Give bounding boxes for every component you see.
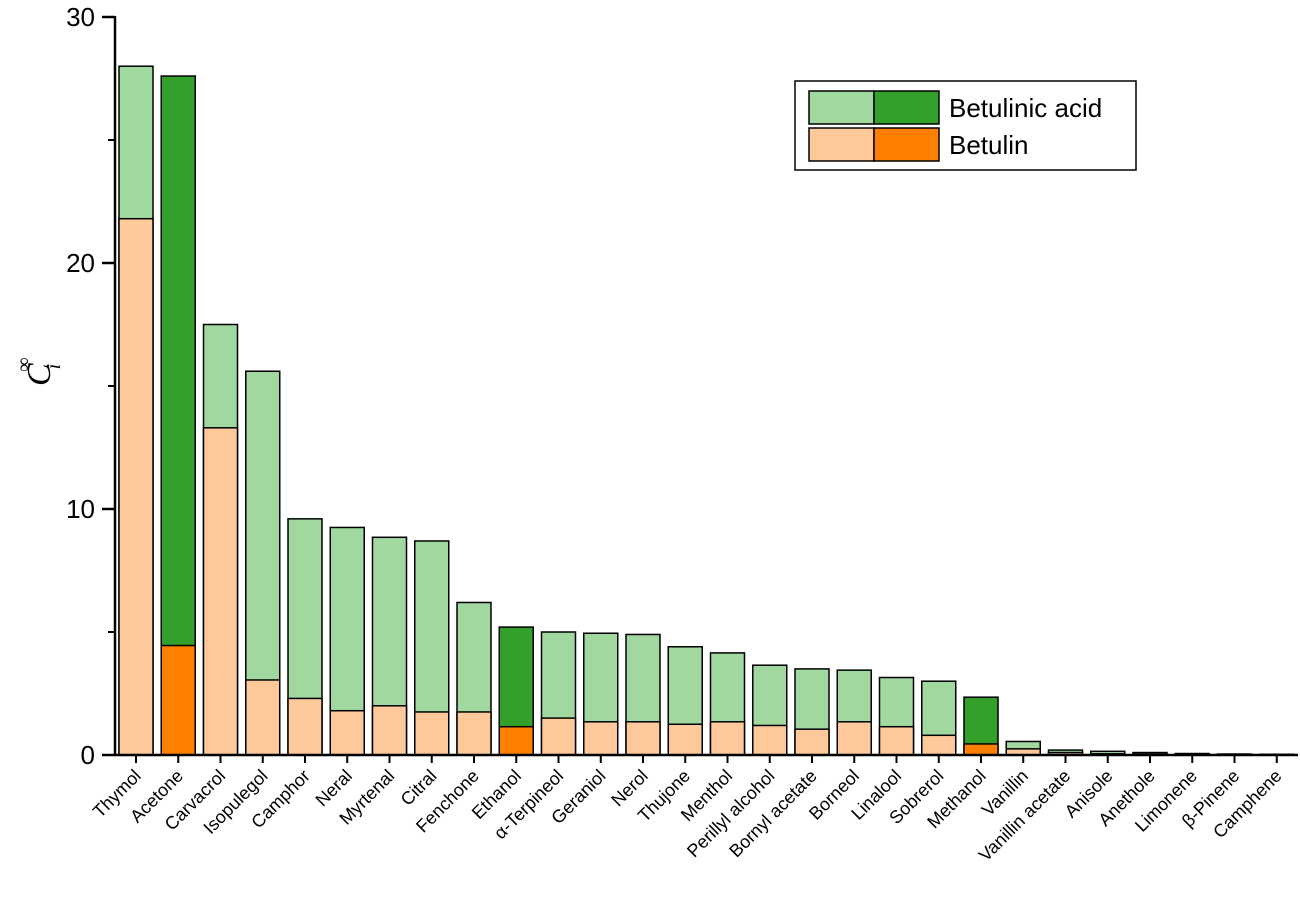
y-tick-label-10: 10: [66, 494, 95, 524]
legend-label-betulin: Betulin: [949, 130, 1029, 160]
bar-betulin-thymol: [118, 217, 154, 756]
bar-betulin-camphor: [287, 697, 323, 756]
category-labels-group: ThymolAcetoneCarvacrolIsopulegolCamphorN…: [89, 755, 1286, 865]
y-axis-label-main: C: [21, 363, 58, 386]
y-tick-label-20: 20: [66, 248, 95, 278]
legend-swatch-betulin-dark: [873, 127, 940, 162]
legend-swatch-betulinic-acid-light: [808, 90, 875, 125]
y-axis-label-subscript: i: [43, 364, 65, 370]
bar-betulin-sobrerol: [921, 734, 957, 756]
bar-betulin-ethanol: [498, 725, 534, 756]
legend-label-betulinic-acid: Betulinic acid: [949, 93, 1102, 123]
bar-betulin-thujone: [667, 723, 703, 756]
legend-swatch-betulinic-acid-dark: [873, 90, 940, 125]
bar-betulin-borneol: [836, 721, 872, 756]
bar-betulin-myrtenal: [371, 705, 408, 756]
bar-betulin-menthol: [709, 721, 746, 756]
bar-betulin-acetone: [160, 644, 196, 756]
bar-betulin-neral: [329, 709, 365, 756]
legend: Betulinic acid Betulin: [794, 80, 1137, 171]
bar-betulin-fenchone: [456, 711, 492, 756]
y-tick-label-0: 0: [81, 740, 95, 770]
bar-betulin-methanol: [963, 743, 999, 756]
bar-betulin-geraniol: [583, 721, 619, 756]
bar-betulin-terpineol: [540, 717, 577, 756]
bar-betulin-isopulegol: [245, 679, 281, 756]
legend-swatch-betulin-light: [808, 127, 875, 162]
bar-betulin-perillyl-alcohol: [752, 724, 788, 756]
y-axis-label-superscript: ∞: [13, 357, 35, 371]
y-tick-label-30: 30: [66, 2, 95, 32]
bar-betulin-citral: [414, 711, 450, 756]
y-ticks-group: 0 10 20 30: [66, 2, 115, 770]
y-axis-label: Ci ∞: [13, 357, 65, 386]
bar-betulin-bornyl-acetate: [794, 728, 830, 756]
bar-betulin-carvacrol: [202, 427, 239, 756]
bar-betulin-linalool: [878, 725, 915, 756]
bar-betulin-nerol: [625, 721, 661, 756]
